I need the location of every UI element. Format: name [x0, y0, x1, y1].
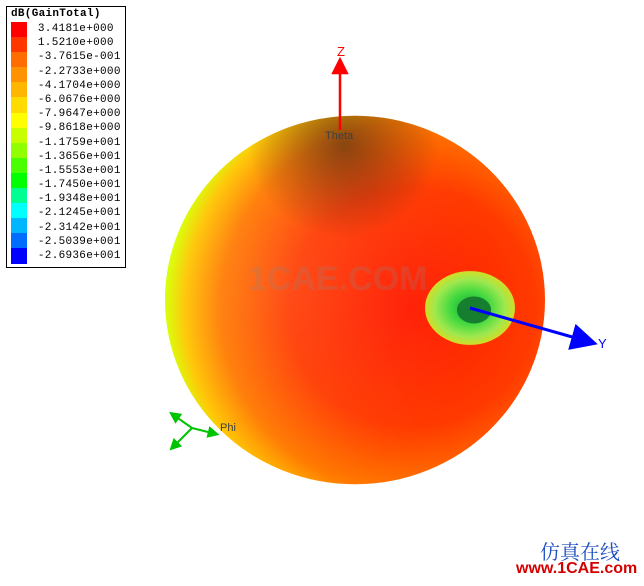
colorbar-swatch	[11, 143, 27, 158]
legend-value: -2.1245e+001	[31, 206, 121, 220]
colorbar-swatch	[11, 37, 27, 52]
legend-value: -4.1704e+000	[31, 79, 121, 93]
colorbar-legend: dB(GainTotal) 3.4181e+000 1.5210e+000 -3…	[6, 6, 126, 268]
legend-value: -2.5039e+001	[31, 235, 121, 249]
legend-value: -6.0676e+000	[31, 93, 121, 107]
legend-value: 1.5210e+000	[31, 36, 121, 50]
colorbar-swatch	[11, 52, 27, 67]
colorbar-swatch	[11, 97, 27, 112]
legend-value: -2.2733e+000	[31, 65, 121, 79]
legend-title: dB(GainTotal)	[11, 9, 121, 20]
colorbar-swatch	[11, 82, 27, 97]
legend-value: -1.1759e+001	[31, 136, 121, 150]
legend-value: -9.8618e+000	[31, 121, 121, 135]
colorbar-swatch	[11, 248, 27, 263]
legend-value: -7.9647e+000	[31, 107, 121, 121]
colorbar	[11, 22, 27, 263]
legend-value: -2.3142e+001	[31, 221, 121, 235]
legend-value: -1.7450e+001	[31, 178, 121, 192]
colorbar-swatch	[11, 203, 27, 218]
y-axis-label: Y	[598, 336, 607, 351]
colorbar-swatch	[11, 173, 27, 188]
colorbar-swatch	[11, 113, 27, 128]
colorbar-swatch	[11, 128, 27, 143]
colorbar-swatch	[11, 188, 27, 203]
z-axis-label: Z	[337, 44, 345, 59]
phi-label: Phi	[220, 422, 236, 434]
theta-label: Theta	[325, 130, 353, 142]
legend-labels: 3.4181e+000 1.5210e+000 -3.7615e-001 -2.…	[31, 22, 121, 263]
colorbar-swatch	[11, 218, 27, 233]
legend-value: -1.5553e+001	[31, 164, 121, 178]
legend-value: -2.6936e+001	[31, 249, 121, 263]
footer-url-text: www.1CAE.com	[516, 560, 637, 578]
legend-value: -1.9348e+001	[31, 192, 121, 206]
legend-value: -3.7615e-001	[31, 50, 121, 64]
legend-value: 3.4181e+000	[31, 22, 121, 36]
colorbar-swatch	[11, 233, 27, 248]
legend-value: -1.3656e+001	[31, 150, 121, 164]
colorbar-swatch	[11, 158, 27, 173]
colorbar-swatch	[11, 67, 27, 82]
colorbar-swatch	[11, 22, 27, 37]
